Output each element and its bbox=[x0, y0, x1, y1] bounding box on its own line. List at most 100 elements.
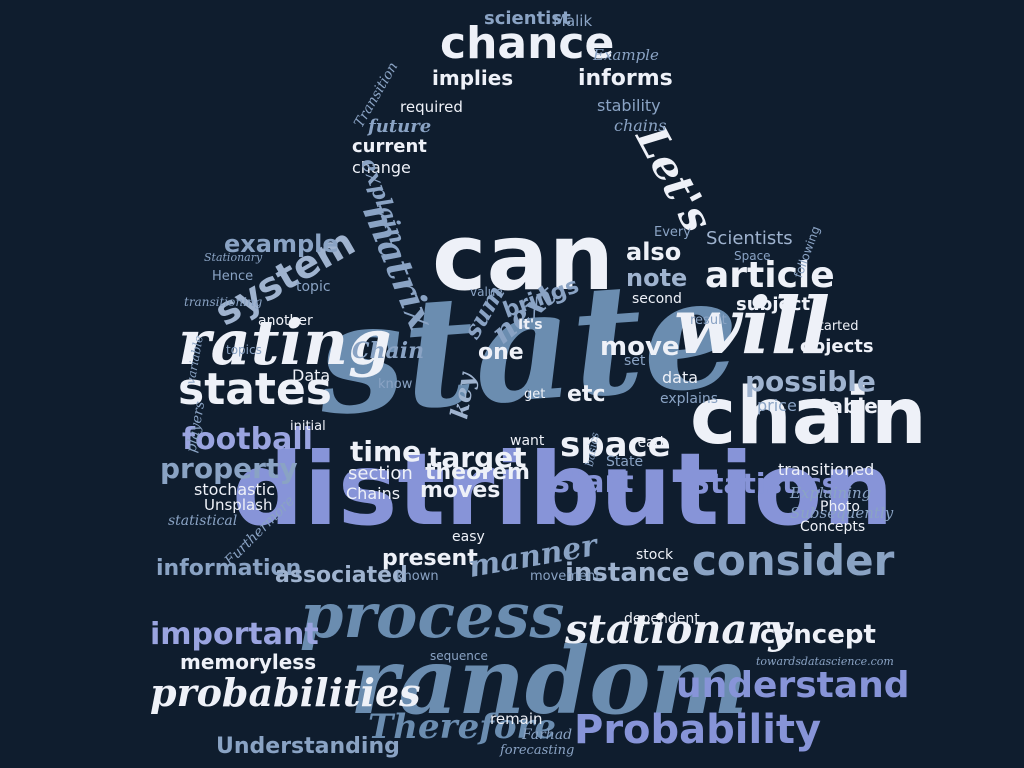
word-theorem: theorem bbox=[425, 460, 530, 485]
word-read: read bbox=[632, 435, 664, 451]
word-probability: Probability bbox=[574, 707, 822, 753]
word-topic: topic bbox=[296, 279, 331, 295]
word-set: set bbox=[624, 353, 646, 369]
word-farhad: Farhad bbox=[522, 727, 573, 743]
word-current: current bbox=[352, 136, 427, 157]
word-target: target bbox=[428, 441, 527, 474]
word-process: process bbox=[300, 579, 565, 652]
word-change: change bbox=[352, 158, 411, 177]
word-value: value bbox=[470, 285, 503, 299]
word-every: Every bbox=[654, 225, 691, 240]
word-understand: understand bbox=[676, 665, 910, 706]
word-implies: implies bbox=[432, 66, 514, 90]
word-scientists: Scientists bbox=[706, 228, 793, 249]
word-explaining: Explaining bbox=[790, 484, 872, 502]
word-stock: stock bbox=[636, 547, 674, 563]
word-scientist: scientist bbox=[484, 8, 571, 29]
word-malik: Malik bbox=[553, 12, 593, 30]
word-random: random bbox=[350, 627, 749, 735]
word-property: property bbox=[160, 452, 298, 485]
word-data: Data bbox=[292, 366, 331, 385]
word-subsequently: Subsequently bbox=[790, 504, 894, 522]
word-states: states bbox=[178, 364, 332, 415]
word-important: important bbox=[150, 617, 319, 652]
word-football: football bbox=[182, 422, 313, 457]
word-understanding: Understanding bbox=[216, 734, 400, 759]
word-topics: topics bbox=[226, 343, 262, 357]
word-example-top: Example bbox=[593, 46, 659, 64]
word-probabilities: probabilities bbox=[150, 670, 421, 715]
word-section: section bbox=[348, 463, 413, 484]
word-transitioning: transitioning bbox=[184, 295, 263, 309]
word-space-small: Space bbox=[734, 249, 771, 263]
word-note: note bbox=[626, 264, 688, 292]
word-consider: consider bbox=[692, 536, 895, 585]
word-statistics: Statistics bbox=[690, 467, 839, 500]
word-can: can bbox=[432, 204, 615, 311]
word-dependent: dependent bbox=[624, 611, 700, 627]
word-another: another bbox=[258, 313, 313, 329]
word-one: one bbox=[478, 340, 524, 365]
word-stability: stability bbox=[597, 96, 661, 115]
word-informs: informs bbox=[578, 66, 673, 91]
word-will: will bbox=[674, 281, 831, 372]
word-start: start bbox=[552, 465, 634, 500]
word-data-lower: data bbox=[662, 368, 699, 387]
word-chains-top: chains bbox=[614, 116, 667, 135]
word-moves: moves bbox=[420, 478, 501, 503]
word-concepts: Concepts bbox=[800, 519, 866, 535]
word-towardsdatascience: towardsdatascience.com bbox=[756, 655, 894, 668]
word-second: second bbox=[632, 291, 682, 307]
word-easy: easy bbox=[452, 529, 485, 545]
word-state-small: State bbox=[606, 454, 644, 470]
word-article: article bbox=[705, 255, 835, 296]
word-its: It's bbox=[518, 317, 543, 333]
word-subject: subject bbox=[736, 294, 811, 315]
word-statistical: statistical bbox=[168, 513, 238, 529]
word-result: result bbox=[690, 313, 727, 328]
word-future: future bbox=[368, 116, 432, 137]
word-lets: Let's bbox=[626, 117, 723, 240]
word-know: know bbox=[378, 377, 413, 392]
word-get: get bbox=[524, 387, 546, 402]
word-associated: associated bbox=[275, 563, 408, 588]
word-sequence: sequence bbox=[430, 649, 488, 663]
word-explains: explains bbox=[660, 391, 719, 407]
word-chain: chain bbox=[690, 372, 927, 462]
word-instance: instance bbox=[565, 558, 690, 588]
word-therefore: Therefore bbox=[368, 707, 557, 747]
word-possible: possible bbox=[745, 365, 876, 398]
word-space: space bbox=[560, 425, 671, 465]
word-table: table bbox=[820, 394, 878, 418]
word-memoryless: memoryless bbox=[180, 650, 317, 674]
word-want: want bbox=[510, 433, 545, 449]
word-chain-small: Chain bbox=[352, 338, 425, 364]
word-concept: concept bbox=[760, 620, 876, 650]
word-objects: objects bbox=[800, 336, 874, 357]
word-stationary: stationary bbox=[565, 606, 792, 653]
word-stationary-small: Stationary bbox=[204, 251, 263, 264]
word-required: required bbox=[400, 98, 463, 116]
word-information: information bbox=[156, 556, 302, 581]
word-transitioned: transitioned bbox=[778, 460, 875, 479]
word-chance: chance bbox=[440, 18, 615, 69]
word-present: present bbox=[382, 546, 478, 571]
word-rating: rating bbox=[178, 306, 392, 379]
word-known: known bbox=[396, 569, 439, 584]
word-unsplash: Unsplash bbox=[204, 496, 273, 514]
word-example: example bbox=[224, 230, 339, 258]
word-initial: initial bbox=[290, 419, 326, 434]
word-move: move bbox=[600, 332, 680, 362]
word-stochastic: stochastic bbox=[194, 480, 275, 499]
word-chains: Chains bbox=[346, 484, 401, 503]
word-hence: Hence bbox=[212, 269, 254, 284]
word-also: also bbox=[626, 238, 682, 266]
word-price: price bbox=[757, 396, 797, 415]
word-started: started bbox=[812, 319, 859, 334]
word-remain: remain bbox=[490, 710, 543, 728]
word-forecasting: forecasting bbox=[500, 743, 575, 758]
word-distribution: distribution bbox=[232, 431, 894, 548]
word-photo: Photo bbox=[820, 499, 860, 515]
word-time: time bbox=[350, 435, 422, 468]
